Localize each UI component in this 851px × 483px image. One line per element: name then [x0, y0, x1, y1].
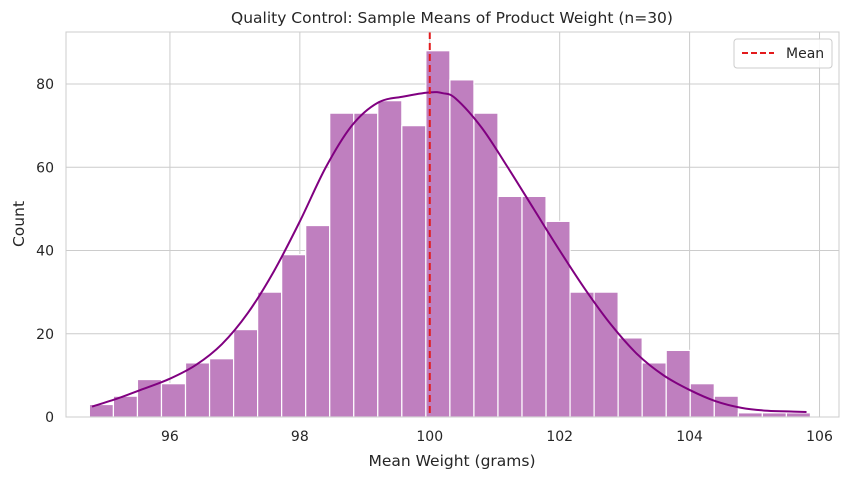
histogram-bar — [184, 362, 211, 418]
legend: Mean — [733, 38, 833, 69]
x-axis-label: Mean Weight (grams) — [368, 452, 535, 470]
x-tick-label: 100 — [416, 429, 443, 445]
y-tick-label: 40 — [36, 244, 54, 260]
x-tick-label: 96 — [161, 429, 179, 445]
histogram-bar — [473, 112, 499, 418]
y-tick-label: 20 — [36, 327, 54, 343]
histogram-bar — [257, 291, 283, 418]
histogram-bar — [521, 195, 547, 418]
y-tick-label: 80 — [36, 77, 54, 93]
legend-mean-label: Mean — [786, 46, 824, 62]
histogram-bar — [136, 378, 163, 418]
histogram-bar — [761, 412, 787, 418]
histogram-bar — [689, 383, 715, 418]
kde-curve-group — [91, 91, 807, 414]
histogram-bars — [88, 50, 812, 418]
x-tick-label: 102 — [546, 429, 573, 445]
histogram-bar — [545, 220, 571, 418]
y-tick-label: 60 — [36, 160, 54, 176]
histogram-bar — [281, 254, 307, 418]
histogram-bar — [377, 100, 403, 418]
y-tick-label: 0 — [45, 410, 54, 426]
histogram-bar — [232, 328, 259, 418]
histogram-bar — [737, 412, 763, 418]
x-axis-ticks: 96 98 100 102 104 106 — [161, 429, 833, 445]
histogram-bar — [785, 412, 812, 418]
histogram-bar — [617, 337, 643, 418]
histogram-bar — [449, 79, 475, 418]
y-axis-ticks: 0 20 40 60 80 — [36, 77, 54, 426]
legend-box — [733, 38, 833, 69]
kde-curve — [91, 91, 807, 414]
x-tick-label: 104 — [676, 429, 703, 445]
histogram-bar — [497, 195, 523, 418]
histogram-bar — [329, 112, 355, 418]
histogram-bar — [305, 224, 331, 418]
y-axis-label: Count — [10, 201, 28, 247]
x-tick-label: 98 — [291, 429, 309, 445]
histogram-bar — [641, 362, 667, 418]
chart-title: Quality Control: Sample Means of Product… — [231, 9, 673, 27]
histogram-bar — [160, 383, 187, 418]
histogram-bar — [593, 291, 619, 418]
histogram-bar — [401, 125, 427, 418]
x-tick-label: 106 — [806, 429, 833, 445]
plot-frame — [65, 31, 840, 418]
histogram-bar — [208, 358, 235, 418]
histogram-bar — [353, 112, 379, 418]
histogram-bar — [569, 291, 595, 418]
